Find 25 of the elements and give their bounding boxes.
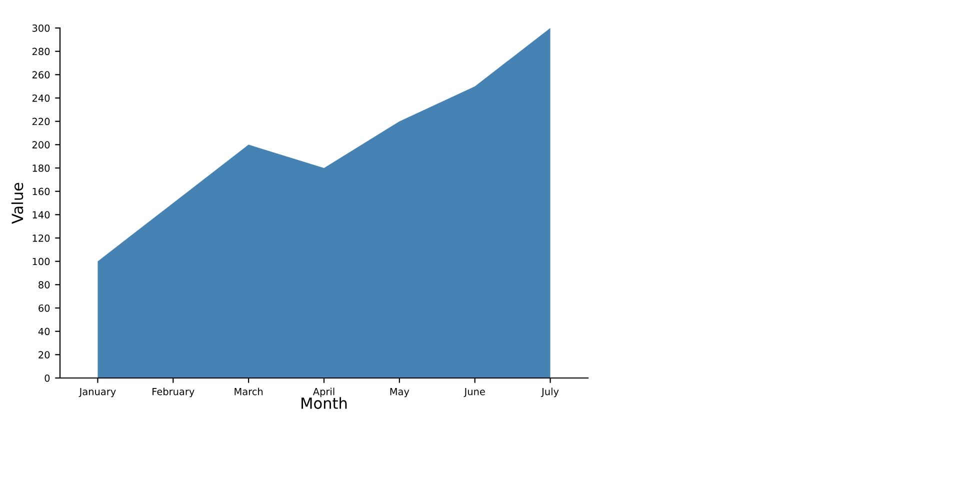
x-tick-label: April bbox=[312, 388, 334, 398]
x-tick-label: June bbox=[464, 388, 485, 398]
y-tick-label: 180 bbox=[32, 164, 50, 172]
y-tick-label: 300 bbox=[32, 24, 50, 32]
y-tick-label: 280 bbox=[32, 48, 50, 56]
y-tick-label: 200 bbox=[32, 141, 50, 148]
y-tick-label: 80 bbox=[38, 281, 50, 288]
y-tick-label: 160 bbox=[32, 188, 50, 196]
x-tick-label: May bbox=[390, 388, 410, 398]
y-tick-label: 40 bbox=[38, 328, 50, 336]
y-tick-label: 140 bbox=[32, 211, 50, 218]
x-axis-title: Month bbox=[302, 397, 347, 409]
x-tick-label: February bbox=[152, 388, 194, 398]
y-tick-label: 20 bbox=[38, 351, 50, 358]
y-tick-label: 60 bbox=[38, 304, 50, 312]
y-tick-label: 220 bbox=[32, 118, 50, 126]
y-tick-label: 260 bbox=[32, 71, 50, 78]
y-tick-label: 120 bbox=[32, 234, 50, 242]
x-tick-label: July bbox=[541, 388, 559, 398]
y-tick-label: 240 bbox=[32, 94, 50, 102]
x-tick-label: January bbox=[78, 388, 116, 398]
y-tick-label: 100 bbox=[32, 258, 50, 266]
x-tick-label: March bbox=[234, 388, 263, 396]
y-tick-label: 0 bbox=[44, 374, 50, 382]
y-axis-title: Value bbox=[11, 182, 24, 224]
